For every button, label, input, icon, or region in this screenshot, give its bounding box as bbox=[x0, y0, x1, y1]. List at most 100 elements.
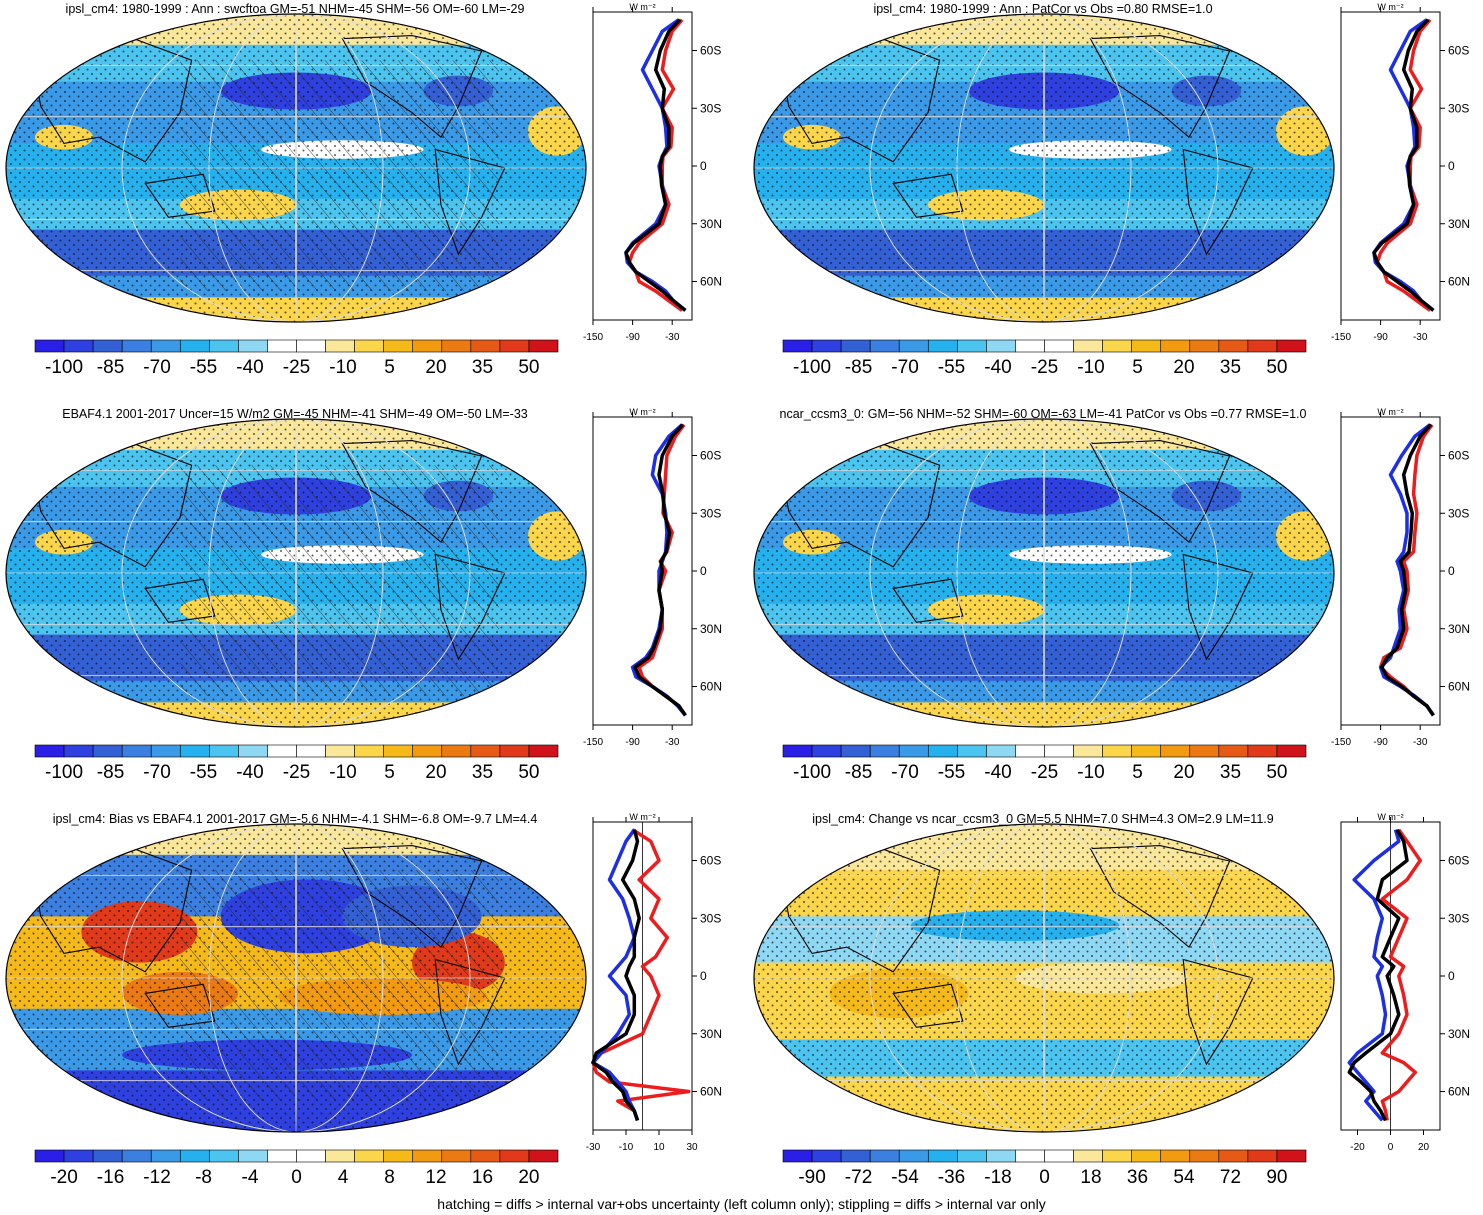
panel-1: ipsl_cm4: 1980-1999 : Ann : swcftoa GM=-… bbox=[0, 0, 740, 400]
units-label: W m⁻² bbox=[629, 812, 655, 822]
colorbar-label: -100 bbox=[793, 762, 831, 783]
colorbar-swatch bbox=[34, 744, 65, 758]
panel-title: ipsl_cm4: 1980-1999 : Ann : swcftoa GM=-… bbox=[65, 2, 525, 16]
units-label: W m⁻² bbox=[629, 2, 655, 12]
colorbar-label: 8 bbox=[384, 1167, 395, 1188]
colorbar-label: -90 bbox=[798, 1167, 825, 1188]
colorbar-label: -10 bbox=[329, 357, 356, 378]
x-tick-label: -150 bbox=[1331, 332, 1351, 343]
colorbar-swatch bbox=[441, 744, 472, 758]
graticule-lon bbox=[121, 14, 471, 322]
colorbar-label: -10 bbox=[329, 762, 356, 783]
colorbar-swatch bbox=[441, 339, 472, 353]
colorbar-swatch bbox=[121, 744, 152, 758]
colorbar-swatch bbox=[1160, 744, 1191, 758]
colorbar-swatch bbox=[92, 1149, 123, 1163]
graticule-lon bbox=[869, 824, 1219, 1132]
colorbar-label: -70 bbox=[891, 762, 918, 783]
footnote: hatching = diffs > internal var+obs unce… bbox=[437, 1196, 1046, 1212]
black-series-line bbox=[591, 829, 641, 1121]
colorbar-swatch bbox=[1015, 744, 1045, 758]
colorbar-swatch bbox=[354, 744, 384, 758]
colorbar-swatch bbox=[179, 1149, 210, 1163]
colorbar-swatch bbox=[267, 744, 297, 758]
graticule-lon bbox=[1043, 419, 1045, 727]
graticule-lon bbox=[295, 419, 297, 727]
colorbar-label: 20 bbox=[1173, 762, 1194, 783]
zonal-frame bbox=[592, 11, 693, 321]
colorbar-swatch bbox=[412, 1149, 443, 1163]
colorbar-swatch bbox=[1189, 744, 1220, 758]
y-tick-label: 30S bbox=[1448, 506, 1469, 520]
panel-2: ipsl_cm4: 1980-1999 : Ann : PatCor vs Ob… bbox=[748, 0, 1483, 400]
x-tick-label: 30 bbox=[686, 1142, 698, 1153]
colorbar-label: 18 bbox=[1080, 1167, 1101, 1188]
colorbar-swatch bbox=[1189, 1149, 1220, 1163]
x-tick-label: 0 bbox=[1388, 1142, 1394, 1153]
colorbar-swatch bbox=[927, 1149, 958, 1163]
black-series-line bbox=[624, 18, 687, 312]
colorbar-swatch bbox=[1131, 744, 1162, 758]
y-tick-label: 60N bbox=[1448, 1085, 1470, 1099]
colorbar-label: -85 bbox=[97, 357, 124, 378]
y-tick-label: 30N bbox=[1448, 622, 1470, 636]
colorbar-label: 0 bbox=[291, 1167, 302, 1188]
colorbar-swatch bbox=[957, 339, 987, 353]
x-tick-label: -30 bbox=[586, 1142, 601, 1153]
colorbar-swatch bbox=[179, 339, 210, 353]
colorbar-label: -36 bbox=[938, 1167, 965, 1188]
x-tick-label: -90 bbox=[625, 332, 640, 343]
units-label: W m⁻² bbox=[1377, 2, 1403, 12]
colorbar-swatch bbox=[209, 744, 239, 758]
colorbar-swatch bbox=[1015, 1149, 1045, 1163]
colorbar-swatch bbox=[34, 1149, 65, 1163]
coastline bbox=[439, 14, 507, 40]
graticule-lon bbox=[208, 824, 384, 1132]
colorbar-swatch bbox=[63, 339, 94, 353]
colorbar-swatch bbox=[869, 744, 900, 758]
x-tick-label: -90 bbox=[1373, 737, 1388, 748]
colorbar-label: 72 bbox=[1220, 1167, 1241, 1188]
colorbar-swatch bbox=[325, 1149, 355, 1163]
x-tick-label: 20 bbox=[1418, 1142, 1430, 1153]
colorbar-swatch bbox=[986, 1149, 1016, 1163]
colorbar-swatch bbox=[267, 1149, 297, 1163]
graticule-lon bbox=[956, 14, 1132, 322]
colorbar-swatch bbox=[986, 744, 1016, 758]
colorbar-swatch bbox=[325, 339, 355, 353]
x-tick-label: -30 bbox=[1413, 332, 1428, 343]
y-tick-label: 60S bbox=[700, 854, 721, 868]
panel-title: EBAF4.1 2001-2017 Uncer=15 W/m2 GM=-45 N… bbox=[62, 407, 528, 421]
colorbar-swatch bbox=[1218, 339, 1249, 353]
colorbar-label: -100 bbox=[793, 357, 831, 378]
colorbar-label: 20 bbox=[425, 762, 446, 783]
map-field bbox=[754, 824, 1334, 1132]
black-series-line bbox=[633, 423, 687, 717]
colorbar-label: 5 bbox=[1132, 357, 1143, 378]
map-plot: -100 -85 -70 -55 -40 -25 -10 5 20 35 50 -150 -90 -30 6… bbox=[5, 407, 722, 783]
red-series-line bbox=[591, 828, 691, 1121]
graticule-lon bbox=[956, 824, 1132, 1132]
map-border bbox=[5, 418, 587, 728]
colorbar-label: 5 bbox=[384, 357, 395, 378]
colorbar-swatch bbox=[1276, 1149, 1307, 1163]
colorbar-label: 20 bbox=[425, 357, 446, 378]
colorbar-swatch bbox=[267, 339, 297, 353]
colorbar-swatch bbox=[470, 339, 501, 353]
graticule-lon bbox=[208, 419, 384, 727]
colorbar-swatch bbox=[1131, 1149, 1162, 1163]
y-tick-label: 60N bbox=[700, 275, 722, 289]
colorbar-swatch bbox=[927, 744, 958, 758]
blue-series-line bbox=[591, 828, 640, 1121]
colorbar-swatch bbox=[441, 1149, 472, 1163]
y-tick-label: 60N bbox=[700, 680, 722, 694]
colorbar-label: -16 bbox=[97, 1167, 124, 1188]
colorbar-label: 16 bbox=[472, 1167, 493, 1188]
colorbar: -100 -85 -70 -55 -40 -25 -10 5 20 35 50 bbox=[782, 339, 1307, 378]
zonal-plot: -150 -90 -30 60N 30N 0 30S 60S W m⁻² bbox=[583, 407, 722, 748]
colorbar-label: -100 bbox=[45, 762, 83, 783]
colorbar-label: -10 bbox=[1077, 357, 1104, 378]
y-tick-label: 30S bbox=[1448, 911, 1469, 925]
colorbar-swatch bbox=[1218, 744, 1249, 758]
map-border bbox=[753, 13, 1335, 323]
